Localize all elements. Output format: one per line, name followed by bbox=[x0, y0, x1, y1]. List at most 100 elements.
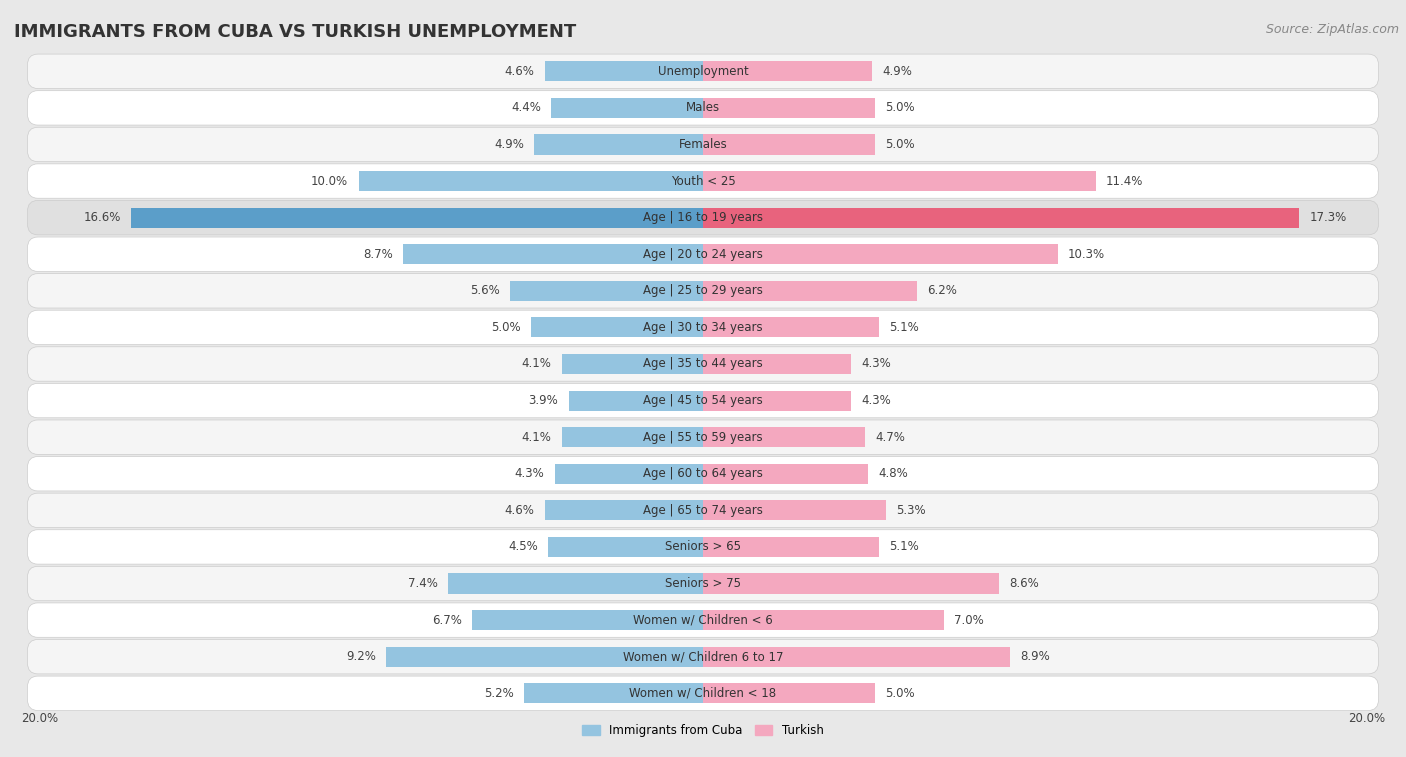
Text: 11.4%: 11.4% bbox=[1107, 175, 1143, 188]
Text: 4.9%: 4.9% bbox=[494, 138, 524, 151]
Text: 5.3%: 5.3% bbox=[896, 504, 925, 517]
Text: Women w/ Children 6 to 17: Women w/ Children 6 to 17 bbox=[623, 650, 783, 663]
Text: Age | 35 to 44 years: Age | 35 to 44 years bbox=[643, 357, 763, 370]
Text: 10.3%: 10.3% bbox=[1069, 248, 1105, 260]
Text: Youth < 25: Youth < 25 bbox=[671, 175, 735, 188]
Text: 5.0%: 5.0% bbox=[886, 687, 915, 699]
FancyBboxPatch shape bbox=[28, 640, 1378, 674]
Text: 16.6%: 16.6% bbox=[83, 211, 121, 224]
Text: 5.0%: 5.0% bbox=[886, 101, 915, 114]
Legend: Immigrants from Cuba, Turkish: Immigrants from Cuba, Turkish bbox=[578, 719, 828, 742]
Bar bbox=[703, 610, 945, 630]
Bar bbox=[555, 464, 703, 484]
Bar bbox=[472, 610, 703, 630]
Bar bbox=[703, 281, 917, 301]
Text: 4.6%: 4.6% bbox=[505, 65, 534, 78]
Text: 8.7%: 8.7% bbox=[363, 248, 392, 260]
Text: Age | 65 to 74 years: Age | 65 to 74 years bbox=[643, 504, 763, 517]
Bar bbox=[449, 574, 703, 593]
Bar bbox=[703, 317, 879, 338]
Bar bbox=[544, 61, 703, 81]
FancyBboxPatch shape bbox=[28, 127, 1378, 162]
Bar bbox=[544, 500, 703, 520]
Text: 10.0%: 10.0% bbox=[311, 175, 349, 188]
Bar bbox=[404, 245, 703, 264]
Text: Women w/ Children < 18: Women w/ Children < 18 bbox=[630, 687, 776, 699]
Bar bbox=[703, 646, 1010, 667]
Bar bbox=[703, 171, 1095, 191]
FancyBboxPatch shape bbox=[28, 201, 1378, 235]
Bar bbox=[534, 135, 703, 154]
Text: Unemployment: Unemployment bbox=[658, 65, 748, 78]
Text: 4.9%: 4.9% bbox=[882, 65, 912, 78]
FancyBboxPatch shape bbox=[28, 273, 1378, 308]
Text: 3.9%: 3.9% bbox=[529, 394, 558, 407]
Text: 4.8%: 4.8% bbox=[879, 467, 908, 480]
Text: IMMIGRANTS FROM CUBA VS TURKISH UNEMPLOYMENT: IMMIGRANTS FROM CUBA VS TURKISH UNEMPLOY… bbox=[14, 23, 576, 41]
Text: 20.0%: 20.0% bbox=[21, 712, 58, 724]
Text: 6.2%: 6.2% bbox=[927, 285, 956, 298]
Text: Age | 45 to 54 years: Age | 45 to 54 years bbox=[643, 394, 763, 407]
Text: 4.3%: 4.3% bbox=[515, 467, 544, 480]
Text: 9.2%: 9.2% bbox=[346, 650, 375, 663]
Bar bbox=[703, 684, 875, 703]
Bar bbox=[703, 98, 875, 118]
FancyBboxPatch shape bbox=[28, 566, 1378, 601]
Bar bbox=[703, 427, 865, 447]
Text: 4.1%: 4.1% bbox=[522, 431, 551, 444]
Text: 5.1%: 5.1% bbox=[889, 321, 918, 334]
Text: 6.7%: 6.7% bbox=[432, 614, 461, 627]
Text: 4.3%: 4.3% bbox=[862, 394, 891, 407]
Bar bbox=[703, 537, 879, 557]
Text: 4.3%: 4.3% bbox=[862, 357, 891, 370]
Text: Age | 16 to 19 years: Age | 16 to 19 years bbox=[643, 211, 763, 224]
Text: Women w/ Children < 6: Women w/ Children < 6 bbox=[633, 614, 773, 627]
Text: Age | 60 to 64 years: Age | 60 to 64 years bbox=[643, 467, 763, 480]
FancyBboxPatch shape bbox=[28, 164, 1378, 198]
Text: 4.1%: 4.1% bbox=[522, 357, 551, 370]
Bar bbox=[387, 646, 703, 667]
Text: 7.4%: 7.4% bbox=[408, 577, 437, 590]
Text: 20.0%: 20.0% bbox=[1348, 712, 1385, 724]
Text: 4.7%: 4.7% bbox=[875, 431, 905, 444]
Bar bbox=[568, 391, 703, 410]
FancyBboxPatch shape bbox=[28, 91, 1378, 125]
Text: Age | 55 to 59 years: Age | 55 to 59 years bbox=[643, 431, 763, 444]
Bar bbox=[359, 171, 703, 191]
Text: 5.2%: 5.2% bbox=[484, 687, 513, 699]
Text: 4.4%: 4.4% bbox=[512, 101, 541, 114]
FancyBboxPatch shape bbox=[28, 456, 1378, 491]
FancyBboxPatch shape bbox=[28, 420, 1378, 454]
Bar bbox=[703, 354, 851, 374]
FancyBboxPatch shape bbox=[28, 493, 1378, 528]
Text: Males: Males bbox=[686, 101, 720, 114]
FancyBboxPatch shape bbox=[28, 237, 1378, 272]
Bar bbox=[703, 464, 869, 484]
Text: 5.0%: 5.0% bbox=[491, 321, 520, 334]
Bar bbox=[703, 391, 851, 410]
Text: Age | 30 to 34 years: Age | 30 to 34 years bbox=[643, 321, 763, 334]
Bar bbox=[531, 317, 703, 338]
Text: 5.1%: 5.1% bbox=[889, 540, 918, 553]
Text: Females: Females bbox=[679, 138, 727, 151]
FancyBboxPatch shape bbox=[28, 54, 1378, 89]
Bar bbox=[703, 135, 875, 154]
Bar bbox=[703, 61, 872, 81]
Text: 8.6%: 8.6% bbox=[1010, 577, 1039, 590]
FancyBboxPatch shape bbox=[28, 603, 1378, 637]
Text: 7.0%: 7.0% bbox=[955, 614, 984, 627]
Bar bbox=[703, 245, 1057, 264]
FancyBboxPatch shape bbox=[28, 347, 1378, 382]
Bar bbox=[703, 574, 1000, 593]
FancyBboxPatch shape bbox=[28, 383, 1378, 418]
FancyBboxPatch shape bbox=[28, 310, 1378, 344]
Text: 5.6%: 5.6% bbox=[470, 285, 499, 298]
Bar bbox=[548, 537, 703, 557]
Bar bbox=[551, 98, 703, 118]
Text: 4.6%: 4.6% bbox=[505, 504, 534, 517]
Bar bbox=[562, 354, 703, 374]
Bar bbox=[510, 281, 703, 301]
Text: Seniors > 75: Seniors > 75 bbox=[665, 577, 741, 590]
Bar bbox=[703, 500, 886, 520]
Text: Seniors > 65: Seniors > 65 bbox=[665, 540, 741, 553]
